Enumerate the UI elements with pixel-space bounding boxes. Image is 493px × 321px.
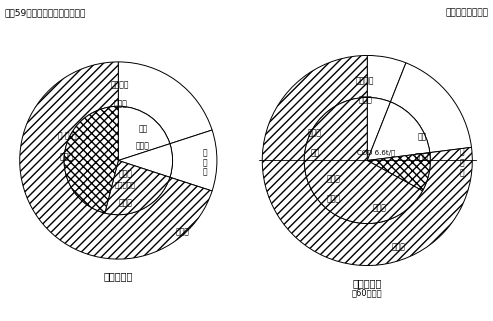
Text: （資料：環境庁）: （資料：環境庁） xyxy=(445,8,488,17)
Wedge shape xyxy=(262,56,472,265)
Text: その他系: その他系 xyxy=(356,76,375,85)
Text: （60年度）: （60年度） xyxy=(352,289,383,298)
Text: 活: 活 xyxy=(203,158,208,167)
Wedge shape xyxy=(118,62,212,144)
Text: COD 6.6t/日: COD 6.6t/日 xyxy=(356,150,395,156)
Text: ６７％: ６７％ xyxy=(373,203,387,212)
Text: 系: 系 xyxy=(203,168,208,177)
Wedge shape xyxy=(367,152,430,191)
Text: １７％: １７％ xyxy=(358,95,372,104)
Wedge shape xyxy=(118,144,173,177)
Text: 雑排水: 雑排水 xyxy=(415,152,429,161)
Text: ７７％: ７７％ xyxy=(392,242,406,251)
Text: ４６％: ４６％ xyxy=(118,198,132,207)
Text: 活: 活 xyxy=(459,158,464,167)
Wedge shape xyxy=(105,160,170,215)
Wedge shape xyxy=(64,106,118,213)
Text: 系: 系 xyxy=(459,169,464,178)
Text: １０％: １０％ xyxy=(327,194,341,203)
Text: ７０％: ７０％ xyxy=(176,227,189,236)
Text: ６％: ６％ xyxy=(310,148,319,157)
Wedge shape xyxy=(118,106,170,160)
Text: 産業系: 産業系 xyxy=(308,128,322,137)
Wedge shape xyxy=(367,98,390,160)
Text: 東　京　湊: 東 京 湊 xyxy=(104,271,133,281)
Text: ２０％: ２０％ xyxy=(60,152,74,161)
Wedge shape xyxy=(367,56,406,102)
Wedge shape xyxy=(367,102,430,160)
Text: その他: その他 xyxy=(327,175,341,184)
Text: 生: 生 xyxy=(203,148,208,157)
Text: 家庭: 家庭 xyxy=(417,133,426,142)
Wedge shape xyxy=(170,130,217,191)
Text: （雑排水）: （雑排水） xyxy=(114,181,136,188)
Wedge shape xyxy=(390,63,471,152)
Text: １０％: １０％ xyxy=(113,100,127,108)
Text: 産 業 系: 産 業 系 xyxy=(58,132,76,141)
Wedge shape xyxy=(20,62,212,259)
Text: その他系: その他系 xyxy=(111,81,130,90)
Text: 昭和59年度実績発生量負荷内訳: 昭和59年度実績発生量負荷内訳 xyxy=(5,8,86,17)
Wedge shape xyxy=(304,98,423,223)
Text: 処理: 処理 xyxy=(139,124,147,133)
Text: 生: 生 xyxy=(459,148,464,157)
Text: 手　賀　沼: 手 賀 沼 xyxy=(352,278,382,288)
Text: ２４％: ２４％ xyxy=(136,142,150,151)
Text: 未処理: 未処理 xyxy=(118,169,132,178)
